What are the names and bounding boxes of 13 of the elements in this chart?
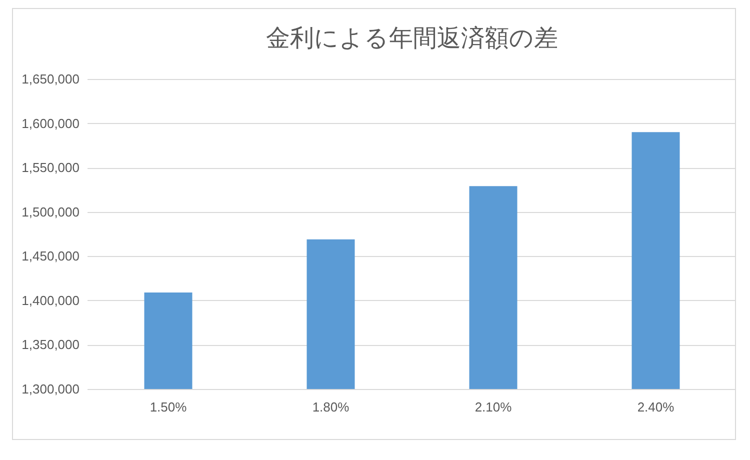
x-tick-label: 1.80% xyxy=(312,400,350,414)
y-tick-label: 1,400,000 xyxy=(22,292,80,308)
x-tick-label: 2.40% xyxy=(637,400,675,414)
chart-title: 金利による年間返済額の差 xyxy=(266,24,558,52)
y-tick-label: 1,550,000 xyxy=(22,160,80,176)
y-tick-label: 1,350,000 xyxy=(22,337,80,352)
y-tick-label: 1,600,000 xyxy=(22,116,80,131)
y-tick-label: 1,300,000 xyxy=(22,382,80,396)
y-tick-label: 1,650,000 xyxy=(22,72,80,86)
x-tick-label: 1.50% xyxy=(150,400,188,414)
x-tick-label: 2.10% xyxy=(474,400,512,414)
y-tick-label: 1,450,000 xyxy=(22,248,80,264)
y-tick-label: 1,500,000 xyxy=(22,204,80,220)
